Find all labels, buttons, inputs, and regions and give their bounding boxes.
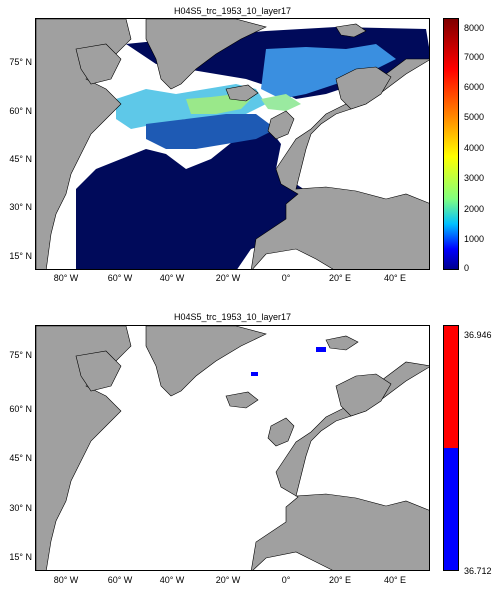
top-xlabel-60w: 60° W [107, 273, 133, 283]
bottom-map-panel[interactable] [35, 325, 430, 571]
bottom-xlabel-60w: 60° W [107, 575, 133, 585]
greenland [145, 19, 267, 90]
iceland [225, 84, 259, 102]
bottom-map-title: H04S5_trc_1953_10_layer17 [173, 312, 292, 322]
top-cbar-6000: 6000 [464, 82, 485, 92]
top-cbar-0: 0 [464, 263, 470, 273]
top-xlabel-40e: 40° E [383, 273, 407, 283]
top-cbar-5000: 5000 [464, 112, 485, 122]
bottom-xlabel-0: 0° [281, 575, 291, 585]
top-ylabel-60n: 60° N [9, 106, 32, 116]
bottom-ylabel-30n: 30° N [9, 503, 32, 513]
top-xlabel-80w: 80° W [53, 273, 79, 283]
top-cbar-2000: 2000 [464, 204, 485, 214]
north-america [36, 326, 132, 570]
north-america [36, 19, 132, 269]
top-ylabel-45n: 45° N [9, 154, 32, 164]
british-isles [267, 110, 295, 140]
top-cbar-7000: 7000 [464, 52, 485, 62]
europe-africa [251, 58, 429, 269]
top-map-canvas [36, 19, 429, 269]
bottom-xlabel-40e: 40° E [383, 575, 407, 585]
deep-ocean-region [76, 124, 386, 269]
top-cbar-4000: 4000 [464, 143, 485, 153]
top-xlabel-40w: 40° W [159, 273, 185, 283]
bottom-map-canvas [36, 326, 429, 570]
scandinavia [335, 66, 392, 110]
top-ylabel-15n: 15° N [9, 251, 32, 261]
top-map-title: H04S5_trc_1953_10_layer17 [173, 6, 292, 16]
british-isles [267, 417, 295, 447]
labrador [75, 350, 122, 392]
bottom-cbar-min: 36.712 [464, 566, 492, 576]
bottom-ylabel-60n: 60° N [9, 404, 32, 414]
blue-patch-svalbard [316, 347, 326, 352]
bottom-xlabel-40w: 40° W [159, 575, 185, 585]
top-cbar-3000: 3000 [464, 173, 485, 183]
europe-africa [251, 361, 429, 570]
top-ylabel-75n: 75° N [9, 57, 32, 67]
bottom-ylabel-75n: 75° N [9, 350, 32, 360]
svalbard [335, 23, 367, 38]
top-map-panel[interactable] [35, 18, 430, 270]
top-ylabel-30n: 30° N [9, 202, 32, 212]
nordic-band-green [261, 94, 301, 111]
bottom-xlabel-20e: 20° E [328, 575, 352, 585]
top-colorbar [443, 18, 459, 270]
bottom-ylabel-45n: 45° N [9, 453, 32, 463]
nordic-band [261, 44, 396, 99]
top-xlabel-20e: 20° E [328, 273, 352, 283]
bottom-colorbar [443, 325, 459, 571]
scandinavia [335, 373, 392, 417]
bottom-cbar-max: 36.946 [464, 330, 492, 340]
top-cbar-1000: 1000 [464, 234, 485, 244]
top-cbar-8000: 8000 [464, 23, 485, 33]
blue-patch-nordic [251, 372, 258, 376]
bottom-ylabel-15n: 15° N [9, 552, 32, 562]
iceland [225, 391, 259, 409]
bottom-xlabel-20w: 20° W [215, 575, 241, 585]
greenland [145, 326, 267, 397]
mid-band [146, 114, 276, 149]
labrador [75, 43, 122, 85]
top-xlabel-20w: 20° W [215, 273, 241, 283]
svalbard [325, 335, 359, 351]
bottom-xlabel-80w: 80° W [53, 575, 79, 585]
top-xlabel-0: 0° [281, 273, 291, 283]
